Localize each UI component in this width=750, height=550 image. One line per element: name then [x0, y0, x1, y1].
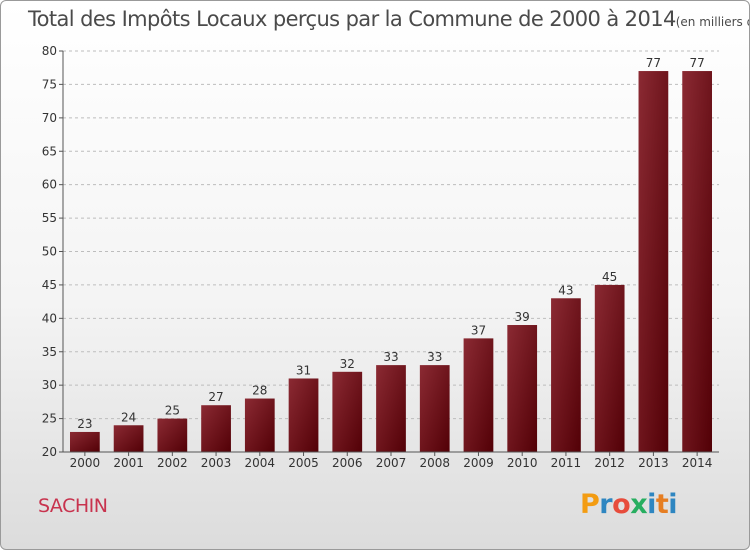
y-tick-label: 75: [42, 77, 57, 91]
data-label: 25: [165, 404, 180, 418]
x-tick-label: 2013: [638, 456, 669, 470]
x-tick-label: 2006: [332, 456, 363, 470]
y-tick-label: 35: [42, 345, 57, 359]
y-tick-label: 45: [42, 278, 57, 292]
y-tick-label: 30: [42, 378, 57, 392]
data-label: 33: [383, 350, 398, 364]
bar: [551, 298, 581, 452]
bar: [419, 365, 450, 452]
proxiti-logo: Proxiti: [580, 489, 678, 520]
logo-letter: r: [599, 489, 613, 520]
x-tick-label: 2001: [113, 456, 144, 470]
x-tick-label: 2007: [376, 456, 407, 470]
logo-letter: x: [630, 489, 648, 520]
x-tick-label: 2005: [288, 456, 319, 470]
bar: [201, 405, 231, 452]
logo-letter: o: [612, 489, 631, 520]
data-label: 32: [340, 357, 355, 371]
bar: [463, 338, 494, 452]
x-tick-label: 2004: [245, 456, 276, 470]
labels: 20 25 30 35 40 45 50 55 60 65 70 75 80 23 2000 24 2001 25…: [42, 44, 713, 470]
bar: [113, 425, 144, 452]
bar: [332, 371, 363, 452]
logo-letter: i: [668, 489, 678, 520]
x-tick-label: 2010: [507, 456, 538, 470]
y-tick-label: 60: [42, 178, 57, 192]
x-tick-label: 2002: [157, 456, 188, 470]
logo-letter: t: [655, 489, 669, 520]
data-label: 23: [77, 417, 92, 431]
y-tick-label: 55: [42, 211, 57, 225]
x-tick-label: 2012: [594, 456, 625, 470]
bar: [594, 284, 625, 452]
data-label: 39: [515, 310, 530, 324]
data-label: 24: [121, 410, 136, 424]
data-label: 43: [558, 283, 573, 297]
y-tick-label: 65: [42, 144, 57, 158]
chart-title: Total des Impôts Locaux perçus par la Co…: [28, 7, 749, 31]
bar: [69, 431, 100, 452]
commune-name: SACHIN: [38, 495, 108, 517]
x-tick-label: 2014: [682, 456, 713, 470]
bar: [638, 71, 669, 453]
y-tick-label: 20: [42, 445, 57, 459]
data-label: 33: [427, 350, 442, 364]
logo-letter: P: [580, 489, 600, 520]
y-tick-label: 70: [42, 111, 57, 125]
data-label: 77: [689, 56, 704, 70]
data-label: 45: [602, 270, 617, 284]
bar: [288, 378, 319, 452]
bar: [244, 398, 275, 452]
data-label: 27: [208, 390, 223, 404]
y-tick-label: 25: [42, 412, 57, 426]
data-label: 77: [646, 56, 661, 70]
data-label: 31: [296, 363, 311, 377]
chart-title-text: Total des Impôts Locaux perçus par la Co…: [28, 7, 676, 31]
data-label: 28: [252, 384, 267, 398]
y-tick-label: 40: [42, 311, 57, 325]
bar: [376, 365, 406, 452]
axes: [59, 50, 719, 456]
x-tick-label: 2011: [551, 456, 582, 470]
chart-unit: (en milliers d'€): [675, 15, 749, 29]
bar: [157, 418, 188, 452]
logo-letter: i: [647, 489, 656, 520]
bar: [682, 71, 713, 453]
x-tick-label: 2009: [463, 456, 494, 470]
y-tick-label: 50: [42, 245, 57, 259]
data-label: 37: [471, 323, 486, 337]
bar: [507, 325, 538, 452]
x-tick-label: 2000: [70, 456, 101, 470]
bars: [69, 71, 713, 453]
y-tick-label: 80: [42, 44, 57, 58]
x-tick-label: 2003: [201, 456, 232, 470]
x-tick-label: 2008: [419, 456, 450, 470]
